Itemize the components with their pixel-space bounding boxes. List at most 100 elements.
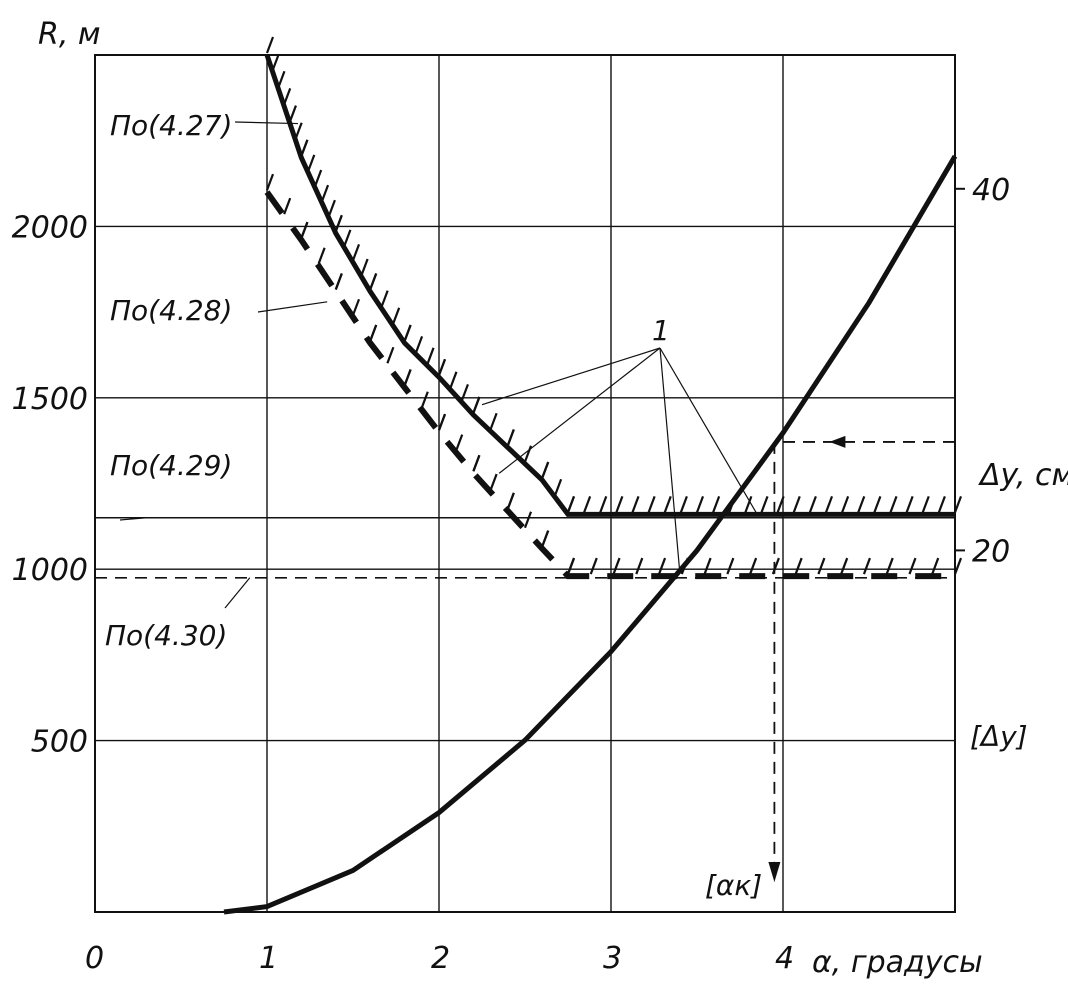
hatch-mark [840, 557, 849, 575]
x-tick-label: 2 [431, 941, 450, 976]
hatch-mark [566, 495, 576, 513]
hatch-mark [953, 557, 963, 575]
annotation-delta-y-allowable: [Δy] [970, 720, 1028, 753]
annotation-alpha-k: [αк] [705, 869, 762, 902]
x-tick-label: 4 [775, 941, 794, 976]
hatch-mark [277, 70, 286, 88]
y-tick-label: 1500 [12, 382, 88, 417]
hatch-mark [426, 347, 435, 365]
hatch-mark [449, 371, 458, 389]
hatch-mark [360, 258, 369, 276]
hatch-mark [862, 557, 871, 575]
hatch-mark [808, 495, 817, 513]
hatch-mark [437, 358, 447, 376]
hatch-mark [776, 495, 785, 513]
hatch-mark [472, 396, 481, 414]
hatch-mark [615, 495, 624, 513]
hatch-mark [283, 197, 292, 215]
hatch-mark [541, 461, 550, 479]
callout-line-1 [498, 347, 661, 474]
hatch-mark [658, 557, 667, 575]
x-tick-label: 0 [85, 941, 104, 976]
hatch-mark [307, 154, 316, 172]
hatch-mark [905, 495, 914, 513]
series-line-0 [264, 54, 955, 517]
right-tick-label: 20 [972, 534, 1010, 569]
series-hatch-0 [265, 36, 963, 513]
hatch-mark [792, 495, 801, 513]
hatch-mark [663, 495, 672, 513]
hatch-mark [455, 434, 464, 452]
series-line-4 [223, 154, 958, 915]
hatch-mark [415, 335, 424, 353]
hatch-mark [271, 53, 280, 71]
hatch-mark [760, 495, 769, 513]
y-axis-left-label: R, м [38, 17, 101, 52]
hatch-mark [583, 495, 592, 513]
hatch-mark [841, 495, 850, 513]
leader-line [119, 517, 147, 521]
annotation-group [119, 121, 955, 882]
hatch-mark [288, 105, 297, 122]
grid: 0 1 2 3 4 500 1000 1500 2000 20 40 [12, 54, 1010, 976]
hatch-mark [403, 324, 412, 342]
hatch-mark [953, 495, 963, 513]
hatch-mark [873, 495, 882, 513]
hatch-mark [265, 36, 275, 54]
y-tick-label: 2000 [12, 210, 88, 245]
arrow-left-icon [829, 435, 846, 448]
hatch-mark [343, 229, 352, 247]
series-label-4-30: По(4.30) [105, 619, 227, 652]
hatch-mark [506, 492, 515, 510]
leader-line [224, 577, 251, 609]
series-label-4-27: По(4.27) [110, 109, 232, 142]
hatch-mark [489, 473, 498, 491]
hatch-mark [647, 495, 656, 513]
arrow-down-icon [768, 862, 781, 882]
hatch-mark [931, 557, 940, 575]
hatch-mark [283, 88, 292, 105]
hatch-mark [369, 273, 378, 290]
hatch-mark [566, 557, 576, 575]
hatch-mark [824, 495, 834, 513]
hatch-mark [300, 139, 309, 157]
plot-frame [94, 54, 956, 913]
callout-line-1 [481, 347, 661, 406]
hatch-mark [921, 495, 930, 513]
hatch-mark [631, 495, 640, 513]
y-axis-right-label: Δy, см [978, 458, 1068, 493]
hatch-mark [472, 454, 481, 472]
hatch-mark [314, 169, 323, 187]
hatch-mark [334, 214, 343, 232]
hatch-mark [712, 495, 721, 513]
hatch-mark [369, 324, 378, 342]
hatch-mark [317, 247, 326, 265]
right-tick-label: 40 [972, 173, 1010, 208]
hatch-mark [334, 273, 343, 290]
hatch-mark [885, 557, 894, 575]
hatch-mark [420, 391, 429, 409]
hatch-mark [265, 173, 275, 191]
hatch-mark [908, 557, 917, 575]
hatch-mark [554, 478, 563, 496]
callout-line-1 [659, 347, 681, 573]
hatch-mark [541, 530, 550, 548]
x-tick-label: 3 [603, 941, 622, 976]
hatch-mark [703, 557, 712, 575]
hatch-mark [351, 298, 361, 316]
hatch-mark [386, 346, 395, 364]
hatch-mark [744, 495, 753, 513]
hatch-mark [612, 557, 621, 575]
y-tick-label: 1000 [12, 553, 88, 588]
series-group [95, 36, 963, 915]
hatch-mark [726, 557, 735, 575]
y-tick-label: 500 [31, 725, 88, 760]
hatch-mark [937, 495, 946, 513]
hatch-mark [403, 369, 412, 386]
leader-line [257, 301, 328, 313]
hatch-mark [857, 495, 866, 513]
hatch-mark [635, 557, 644, 575]
hatch-mark [294, 122, 303, 140]
hatch-mark [327, 199, 336, 217]
